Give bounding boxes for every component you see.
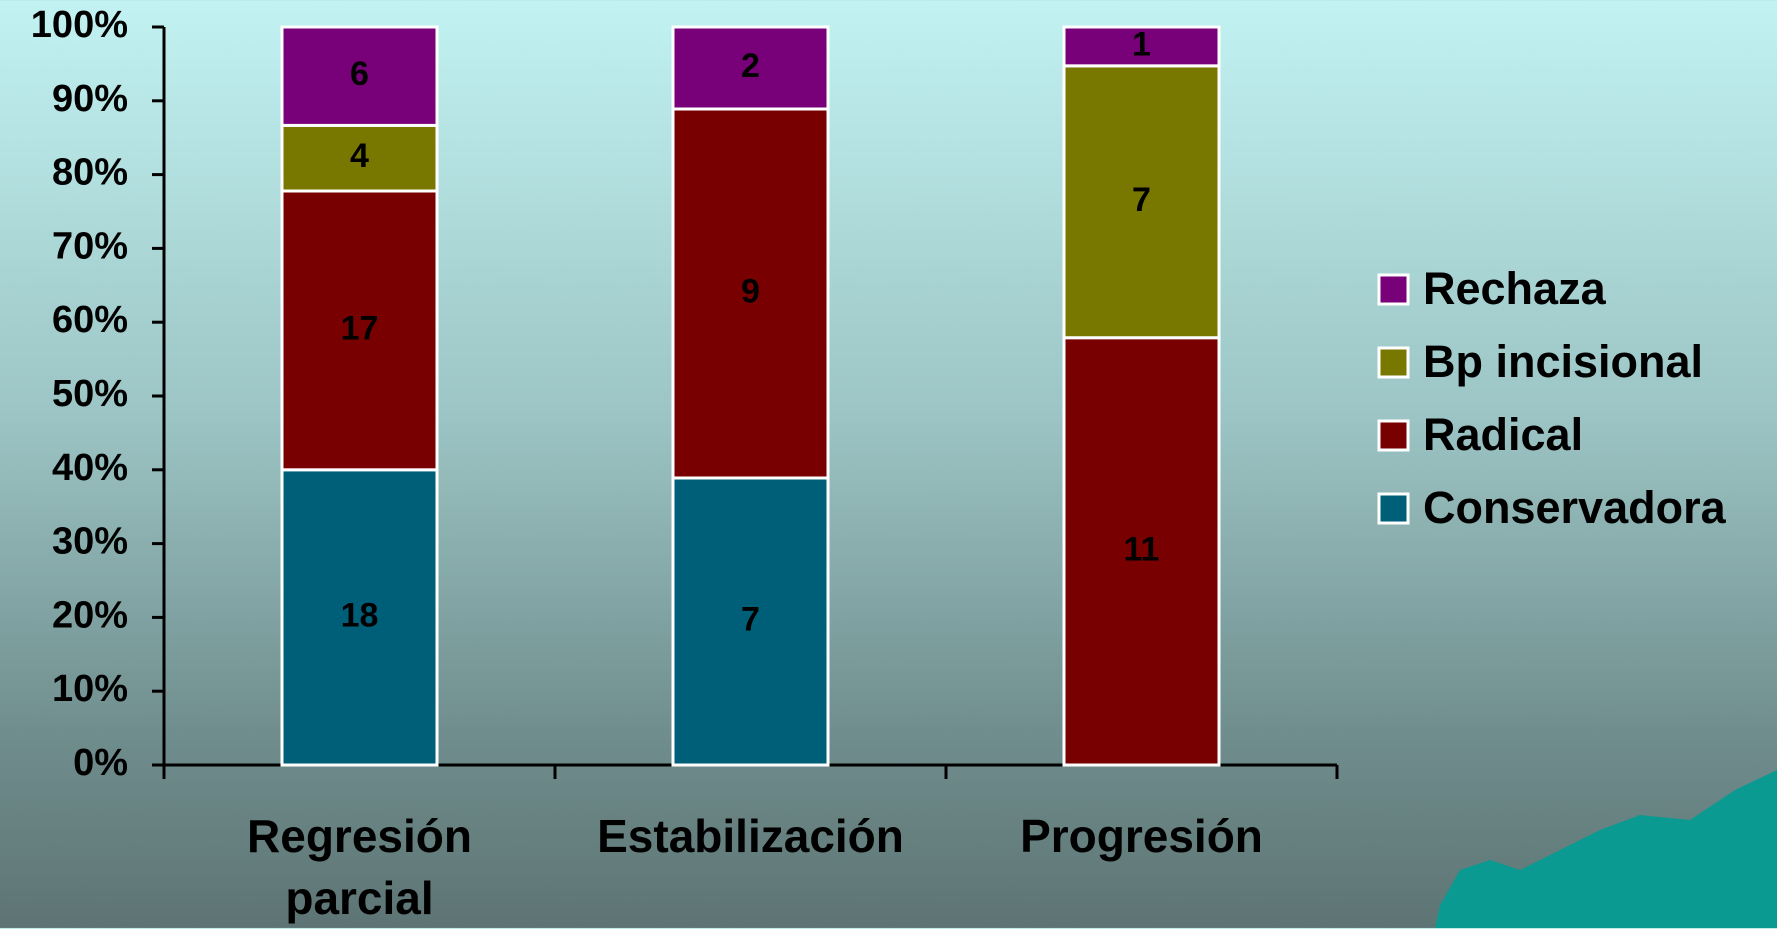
data-label: 1 xyxy=(1132,25,1151,63)
x-tick-label: Estabilización xyxy=(597,810,904,862)
y-tick-label: 90% xyxy=(52,78,128,120)
y-tick-label: 60% xyxy=(52,299,128,341)
bar-segment xyxy=(671,476,830,767)
data-label: 2 xyxy=(741,47,760,85)
x-tick-label: Progresión xyxy=(1020,810,1263,862)
bar-segment xyxy=(1062,64,1221,340)
x-tick-label: Regresión parcial xyxy=(247,810,472,924)
bar-segment xyxy=(280,189,439,472)
y-tick-label: 50% xyxy=(52,373,128,415)
y-tick-label: 10% xyxy=(52,668,128,710)
data-label: 18 xyxy=(341,596,379,634)
data-label: 6 xyxy=(350,55,369,93)
data-label: 11 xyxy=(1124,530,1160,568)
legend-swatch xyxy=(1377,492,1410,525)
y-tick-label: 40% xyxy=(52,447,128,489)
legend-label: Radical xyxy=(1423,409,1583,460)
legend-label: Conservadora xyxy=(1423,482,1727,533)
legend-label: Bp incisional xyxy=(1423,336,1703,387)
legend-swatch xyxy=(1377,273,1410,306)
bar-segment xyxy=(1062,25,1221,68)
data-label: 9 xyxy=(741,272,760,310)
legend-swatch xyxy=(1377,346,1410,379)
bar-segment xyxy=(280,468,439,767)
y-tick-label: 0% xyxy=(73,742,128,784)
bar-segment xyxy=(671,25,830,111)
data-label: 7 xyxy=(1132,181,1151,219)
data-label: 17 xyxy=(341,309,379,347)
y-tick-label: 20% xyxy=(52,594,128,636)
bar-segment xyxy=(671,107,830,480)
y-tick-label: 80% xyxy=(52,152,128,194)
legend-swatch xyxy=(1377,419,1410,452)
y-tick-label: 100% xyxy=(31,4,128,46)
legend-label: Rechaza xyxy=(1423,263,1607,314)
data-label: 4 xyxy=(350,137,369,175)
bar-segment xyxy=(280,25,439,127)
y-tick-label: 70% xyxy=(52,225,128,267)
data-label: 7 xyxy=(741,600,760,638)
y-tick-label: 30% xyxy=(52,521,128,563)
bar-segment xyxy=(1062,336,1221,767)
decoration xyxy=(1435,770,1777,928)
